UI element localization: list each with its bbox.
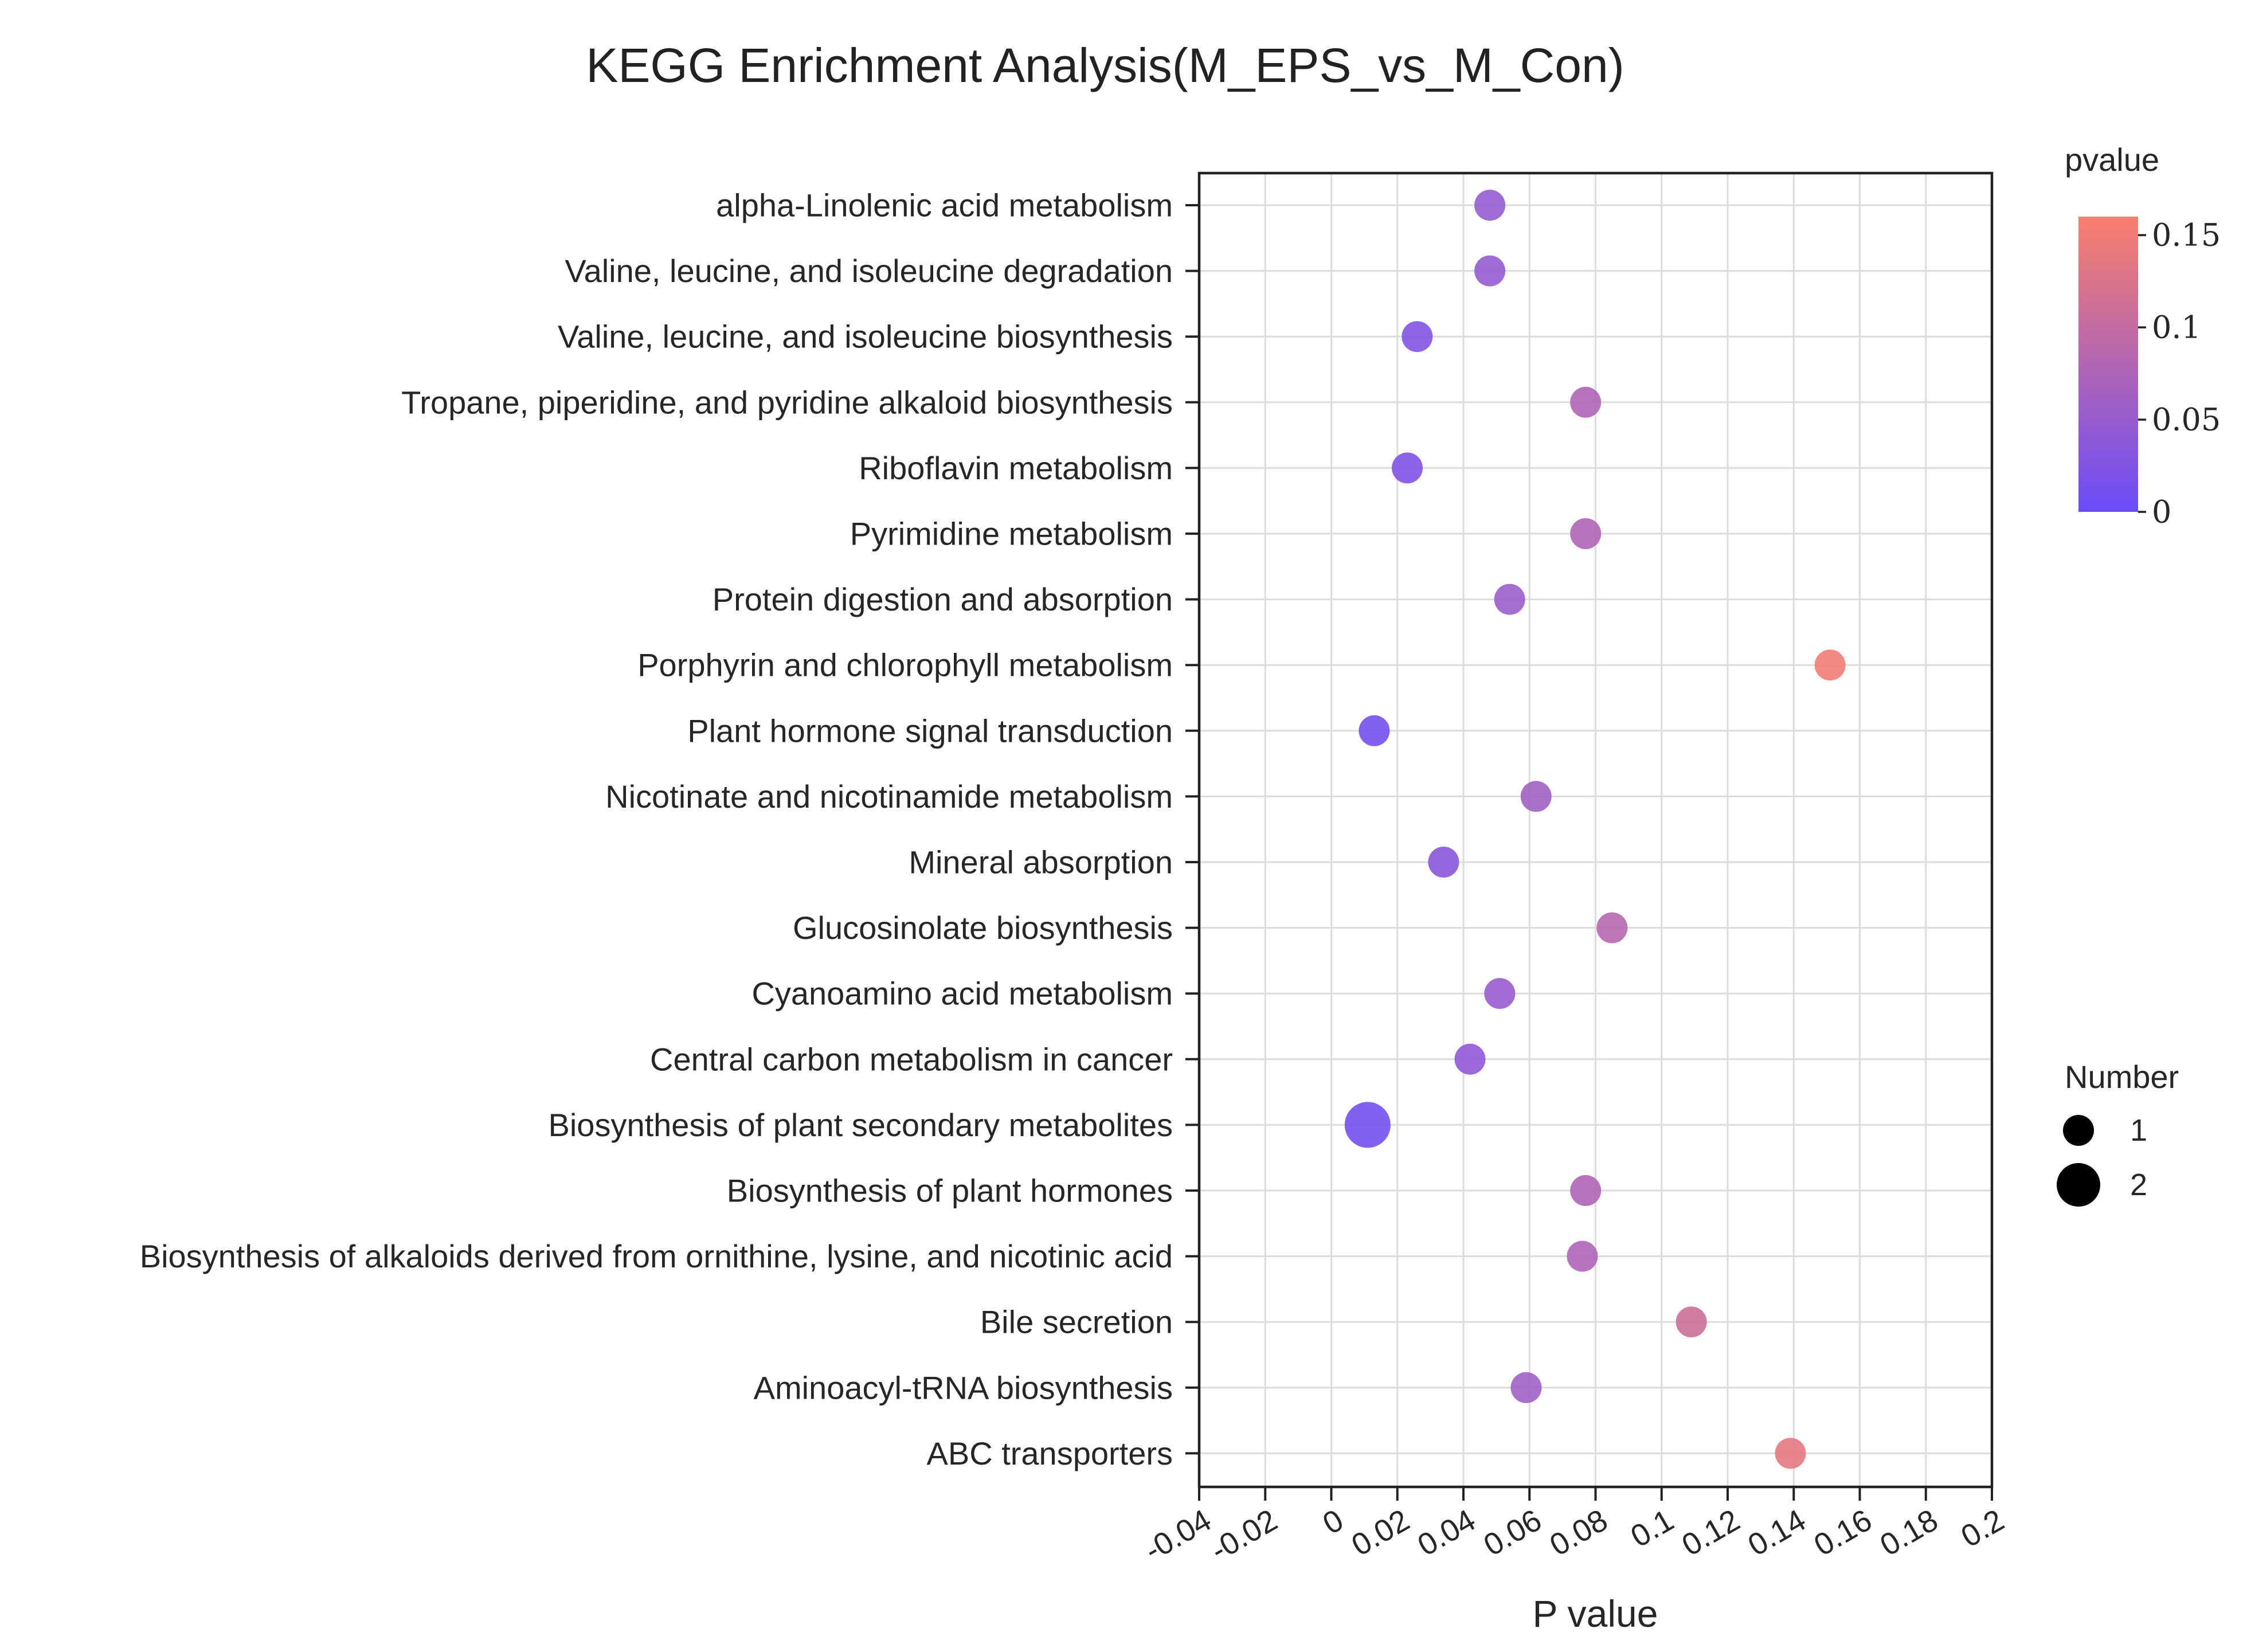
category-label: Aminoacyl-tRNA biosynthesis [754, 1369, 1173, 1406]
plot-frame [1197, 171, 1994, 1489]
data-point [1494, 584, 1525, 615]
size-legend-items: 12 [2057, 1113, 2147, 1207]
category-label: Biosynthesis of plant hormones [727, 1173, 1173, 1209]
x-tick-label: 0.16 [1808, 1503, 1878, 1563]
data-point [1814, 649, 1846, 681]
color-legend-tick-label: 0.15 [2152, 217, 2221, 253]
category-label: Pyrimidine metabolism [850, 516, 1173, 552]
data-point [1474, 255, 1506, 287]
category-label: Porphyrin and chlorophyll metabolism [637, 647, 1173, 683]
data-points [1344, 190, 1846, 1469]
color-legend-title: pvalue [2065, 142, 2159, 178]
data-point [1428, 847, 1459, 878]
x-tick-label: 0.2 [1955, 1503, 2010, 1555]
category-label: Protein digestion and absorption [713, 581, 1173, 617]
data-point [1570, 1175, 1602, 1206]
color-legend-tick-label: 0.05 [2152, 402, 2221, 438]
category-label: Biosynthesis of alkaloids derived from o… [140, 1238, 1173, 1274]
size-legend-label: 1 [2130, 1113, 2147, 1148]
data-point [1484, 978, 1516, 1009]
size-legend-title: Number [2065, 1059, 2179, 1095]
color-legend-ticks: 0.15 0.1 0.05 0 [2138, 217, 2221, 530]
x-tick-label: 0.06 [1478, 1503, 1547, 1563]
category-label: Biosynthesis of plant secondary metaboli… [549, 1107, 1173, 1143]
data-point [1402, 321, 1433, 353]
category-label: alpha-Linolenic acid metabolism [716, 187, 1173, 224]
color-legend-bar [2078, 217, 2138, 512]
x-tick-label: -0.02 [1205, 1503, 1283, 1568]
data-point [1520, 781, 1552, 812]
size-legend-marker [2063, 1115, 2094, 1146]
size-legend-marker [2057, 1163, 2100, 1207]
data-point [1676, 1306, 1707, 1338]
data-point [1567, 1240, 1598, 1272]
category-label: Cyanoamino acid metabolism [751, 976, 1173, 1012]
category-label: Central carbon metabolism in cancer [650, 1041, 1173, 1077]
category-label: ABC transporters [927, 1435, 1173, 1471]
x-tick-label: 0.04 [1412, 1503, 1481, 1563]
data-point [1570, 518, 1602, 549]
color-legend-tick-label: 0.1 [2152, 310, 2201, 346]
data-point [1596, 912, 1628, 944]
x-axis-title: P value [1533, 1592, 1658, 1635]
x-tick-label: 0 [1317, 1503, 1349, 1541]
data-point [1570, 386, 1602, 418]
x-tick-label: 0.18 [1874, 1503, 1944, 1563]
category-label: Valine, leucine, and isoleucine biosynth… [558, 319, 1173, 355]
data-point [1474, 190, 1506, 221]
data-point [1392, 452, 1423, 484]
gridlines [1198, 173, 1993, 1487]
category-label: Riboflavin metabolism [859, 450, 1173, 486]
x-tick-label: 0.02 [1346, 1503, 1415, 1563]
color-legend-tick-label: 0 [2152, 494, 2171, 530]
size-legend-label: 2 [2130, 1168, 2147, 1202]
data-point [1775, 1438, 1806, 1469]
x-axis-ticks [1198, 1487, 1993, 1501]
category-label: Glucosinolate biosynthesis [793, 910, 1173, 946]
chart-title: KEGG Enrichment Analysis(M_EPS_vs_M_Con) [586, 38, 1624, 92]
x-tick-label: 0.14 [1742, 1503, 1811, 1563]
x-tick-label: 0.08 [1544, 1503, 1614, 1563]
data-point [1454, 1043, 1486, 1075]
x-tick-label: 0.12 [1676, 1503, 1745, 1563]
data-point [1510, 1372, 1542, 1403]
y-axis-ticks [1185, 204, 1199, 1455]
category-label: Mineral absorption [909, 844, 1173, 880]
x-axis-tick-labels: -0.04-0.02 00.020.040.060.08 0.10.120.140.… [1139, 1503, 2010, 1568]
x-tick-label: -0.04 [1139, 1503, 1218, 1568]
x-tick-label: 0.1 [1625, 1503, 1680, 1555]
category-label: Tropane, piperidine, and pyridine alkalo… [401, 384, 1173, 420]
data-point [1359, 715, 1390, 746]
category-labels: alpha-Linolenic acid metabolism Valine, l… [140, 187, 1173, 1471]
category-label: Plant hormone signal transduction [687, 713, 1173, 749]
category-label: Bile secretion [980, 1304, 1173, 1340]
data-point [1344, 1102, 1391, 1148]
category-label: Nicotinate and nicotinamide metabolism [605, 778, 1173, 815]
category-label: Valine, leucine, and isoleucine degradat… [565, 253, 1173, 289]
